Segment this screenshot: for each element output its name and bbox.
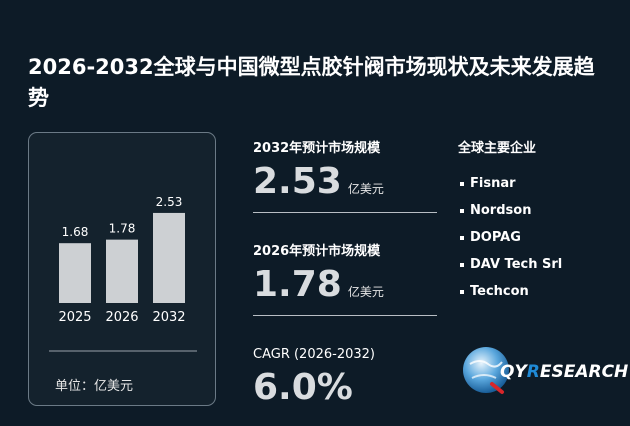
company-name: DAV Tech Srl bbox=[470, 257, 563, 272]
stat-2026-label: 2026年预计市场规模 bbox=[253, 244, 381, 259]
stat-cagr-value: 6.0% bbox=[253, 367, 353, 408]
list-item: Fisnar bbox=[460, 170, 562, 197]
data-label-2026: 1.78 bbox=[109, 222, 136, 236]
x-tick-label-2032: 2032 bbox=[152, 310, 185, 325]
bullet-icon bbox=[460, 262, 464, 267]
stat-2032-label: 2032年预计市场规模 bbox=[253, 141, 381, 156]
bullet-icon bbox=[460, 289, 464, 294]
data-label-2032: 2.53 bbox=[156, 195, 183, 209]
stat-cagr: CAGR (2026-2032) 6.0% bbox=[253, 347, 437, 408]
logo-text-r: R bbox=[526, 362, 540, 382]
list-item: DAV Tech Srl bbox=[460, 251, 562, 278]
bullet-icon bbox=[460, 181, 464, 186]
data-label-2025: 1.68 bbox=[62, 225, 89, 239]
logo-text-esearch: ESEARCH bbox=[539, 362, 629, 382]
list-item: Techcon bbox=[460, 278, 562, 305]
bar-2026 bbox=[106, 239, 138, 303]
list-item: DOPAG bbox=[460, 224, 562, 251]
x-tick-label-2026: 2026 bbox=[105, 310, 138, 325]
stat-2026: 2026年预计市场规模 1.78 亿美元 bbox=[253, 240, 437, 316]
divider bbox=[253, 212, 437, 213]
company-name: Techcon bbox=[470, 284, 529, 299]
company-name: Nordson bbox=[470, 203, 532, 218]
stat-cagr-label: CAGR (2026-2032) bbox=[253, 347, 375, 362]
companies-title: 全球主要企业 bbox=[458, 141, 537, 156]
page-title: 2026-2032全球与中国微型点胶针阀市场现状及未来发展趋势 bbox=[28, 55, 595, 110]
stat-2032: 2032年预计市场规模 2.53 亿美元 bbox=[253, 137, 437, 213]
stat-2026-value: 1.78 bbox=[253, 264, 342, 305]
qyresearch-logo: QYRESEARCH bbox=[462, 338, 628, 398]
stat-2026-unit: 亿美元 bbox=[347, 285, 384, 299]
x-tick-label-2025: 2025 bbox=[58, 310, 91, 325]
chart-unit-label: 单位：亿美元 bbox=[55, 379, 134, 394]
bar-chart-card: 1.68 2025 1.78 2026 2.53 2032 单位：亿美元 bbox=[28, 132, 216, 406]
stat-2032-unit: 亿美元 bbox=[347, 182, 384, 196]
divider bbox=[253, 315, 437, 316]
companies-list: Fisnar Nordson DOPAG DAV Tech Srl Techco… bbox=[460, 170, 562, 305]
logo-text-qy: QY bbox=[500, 362, 527, 382]
globe-icon bbox=[463, 347, 509, 394]
company-name: DOPAG bbox=[470, 230, 521, 245]
stat-2032-value: 2.53 bbox=[253, 161, 342, 202]
company-name: Fisnar bbox=[470, 176, 516, 191]
list-item: Nordson bbox=[460, 197, 562, 224]
bar-2032 bbox=[153, 212, 185, 303]
bullet-icon bbox=[460, 208, 464, 213]
bar-chart: 1.68 2025 1.78 2026 2.53 2032 bbox=[49, 195, 197, 352]
bullet-icon bbox=[460, 235, 464, 240]
bar-2025 bbox=[59, 243, 91, 303]
